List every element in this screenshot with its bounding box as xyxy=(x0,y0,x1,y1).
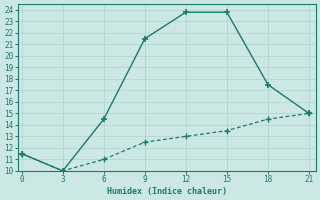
X-axis label: Humidex (Indice chaleur): Humidex (Indice chaleur) xyxy=(107,187,227,196)
